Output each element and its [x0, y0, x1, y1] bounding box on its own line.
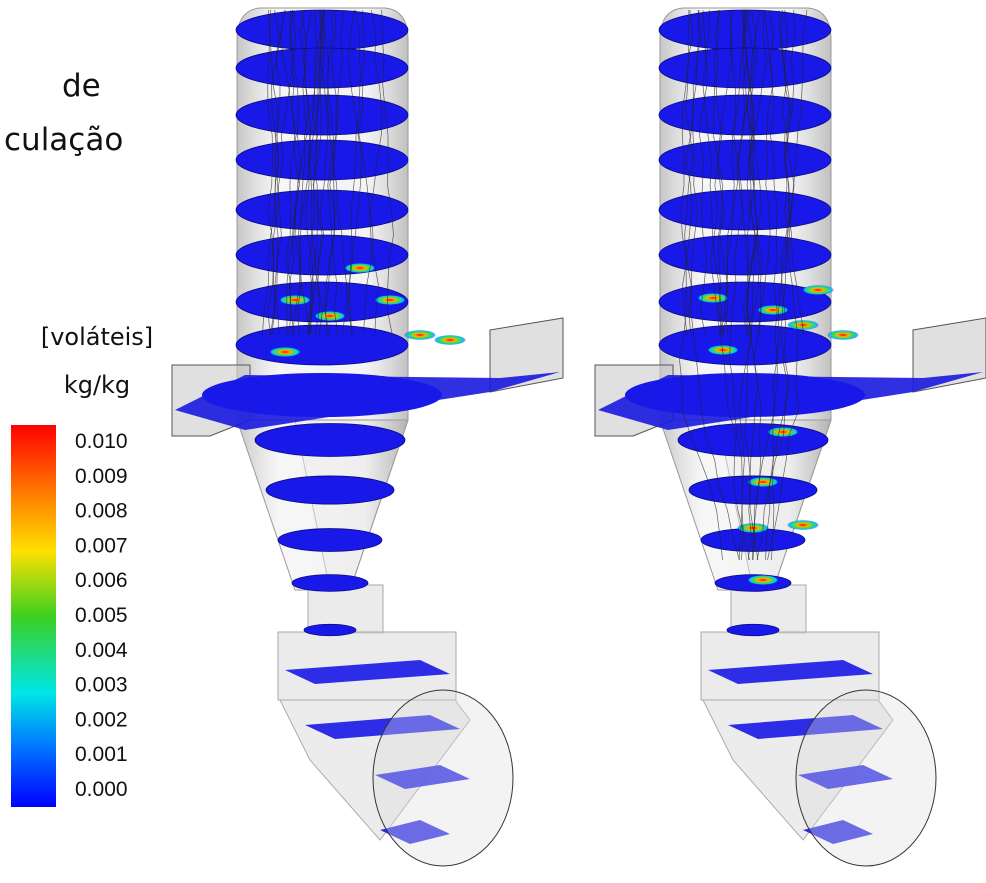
- slice: [304, 624, 356, 635]
- slice: [236, 140, 408, 180]
- outlet: [373, 690, 513, 866]
- legend-unit: kg/kg: [64, 371, 130, 399]
- colorbar: [11, 425, 56, 807]
- cyclone: [595, 8, 986, 866]
- caption-line: culação: [4, 122, 123, 158]
- hotspot: [767, 427, 799, 437]
- slice: [659, 140, 831, 180]
- caption-line: de: [62, 68, 101, 104]
- hotspot: [404, 330, 436, 340]
- tick-label: 0.000: [75, 778, 128, 801]
- colorbar-ticks: 0.010 0.009 0.008 0.007 0.006 0.005 0.004 0.003…: [75, 430, 128, 801]
- hotspot: [279, 295, 311, 305]
- cyclone: [172, 8, 563, 866]
- hotspot: [827, 330, 859, 340]
- tick-label: 0.008: [75, 500, 128, 523]
- tick-label: 0.010: [75, 430, 128, 453]
- slice: [266, 476, 394, 504]
- slice: [278, 529, 382, 552]
- hotspot: [747, 575, 779, 585]
- tick-label: 0.002: [75, 708, 128, 731]
- slice: [292, 575, 368, 592]
- slice: [727, 624, 779, 635]
- hotspot: [747, 477, 779, 487]
- cyclone-renders: [172, 8, 986, 866]
- slice: [659, 190, 831, 230]
- slice: [236, 235, 408, 275]
- slice: [255, 424, 405, 457]
- figure: de culação [voláteis] kg/kg 0.0100.0090.…: [0, 0, 986, 883]
- hotspot: [787, 520, 819, 530]
- slice: [236, 325, 408, 365]
- hotspot: [434, 335, 466, 345]
- slice: [236, 48, 408, 88]
- tick-label: 0.005: [75, 604, 128, 627]
- slice: [625, 373, 865, 417]
- outlet: [796, 690, 936, 866]
- tick-label: 0.006: [75, 569, 128, 592]
- hotspot: [269, 347, 301, 357]
- legend-title: [voláteis]: [41, 323, 153, 351]
- hotspot: [374, 295, 406, 305]
- hotspot: [344, 263, 376, 273]
- tick-label: 0.001: [75, 743, 128, 766]
- slice: [202, 373, 442, 417]
- tick-label: 0.007: [75, 534, 128, 557]
- tick-label: 0.009: [75, 465, 128, 488]
- tick-label: 0.004: [75, 639, 128, 662]
- slice: [659, 325, 831, 365]
- tick-label: 0.003: [75, 674, 128, 697]
- hotspot: [802, 285, 834, 295]
